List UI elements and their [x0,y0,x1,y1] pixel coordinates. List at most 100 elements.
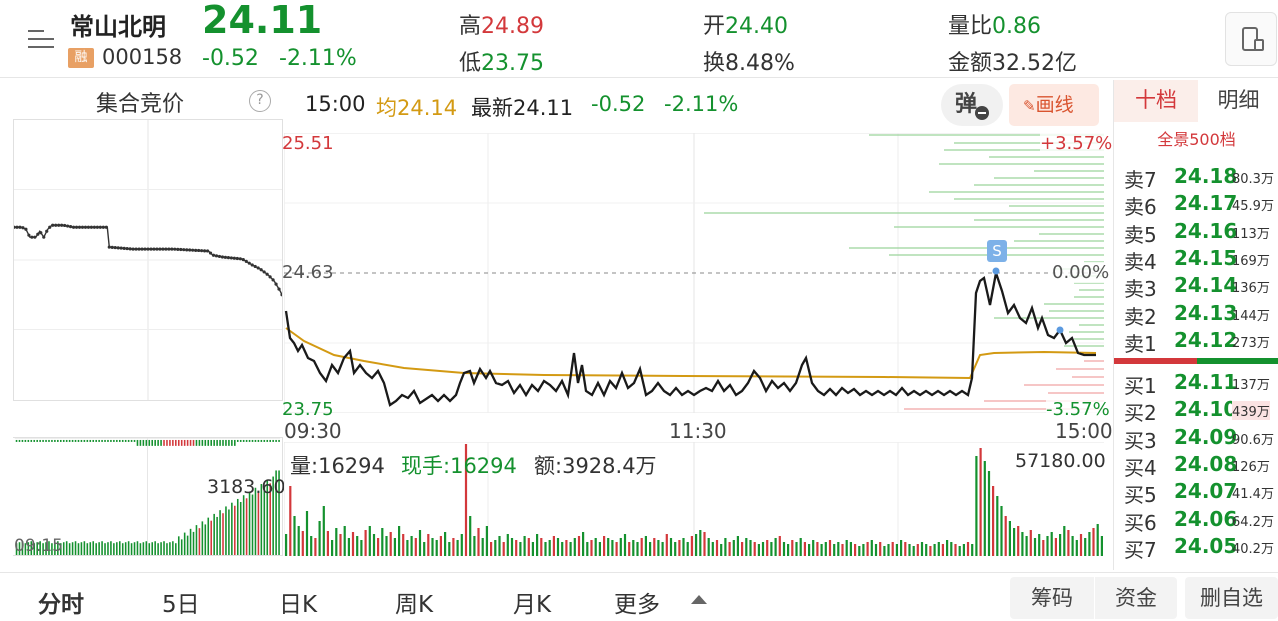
volume-bar [690,536,693,556]
auction-price-dot [194,248,198,252]
menu-icon[interactable] [26,26,56,52]
bid-level-price: 24.11 [1174,370,1238,394]
sell-signal-marker[interactable]: S [987,240,1007,262]
popup-toggle-button[interactable]: 弹 [941,84,1003,126]
auction-volume-bar [80,542,83,555]
ask-level-row[interactable]: 卖3 24.14 136万 [1122,273,1278,301]
bid-level-row[interactable]: 买4 24.08 126万 [1122,452,1278,480]
pencil-icon: ✎ [1023,97,1036,115]
ask-level-row[interactable]: 卖5 24.16 113万 [1122,219,1278,247]
volume-label: 量: [290,454,319,478]
tab-daily-k[interactable]: 日K [279,592,318,618]
auction-volume-bar [210,520,212,555]
bid-level-row[interactable]: 买2 24.10 439万 [1122,397,1278,425]
stock-name: 常山北明 [70,13,166,41]
tab-weekly-k[interactable]: 周K [395,592,434,618]
volume-bar [745,538,748,556]
volume-bar [992,486,995,556]
bid-level-row[interactable]: 买3 24.09 90.6万 [1122,425,1278,453]
landscape-toggle-button[interactable] [1225,12,1277,66]
auction-imbalance-bar [24,439,27,442]
volume-bar [523,536,526,556]
auction-price-dot [280,293,282,297]
volume-bar [368,526,371,556]
draw-line-button[interactable]: ✎画线 [1009,84,1099,126]
ask-level-row[interactable]: 卖7 24.18 80.3万 [1122,164,1278,192]
auction-price-dot [92,225,96,229]
auction-imbalance-bar [104,439,106,442]
auction-imbalance-bar [189,439,192,446]
volume-bar [862,544,865,556]
volume-bar [665,534,668,556]
volume-bar [293,516,296,556]
turnover-amount-label: 额: [534,454,563,478]
auction-volume-bar [204,524,207,555]
auction-volume-bar [272,476,274,555]
auction-price-dot [247,261,251,265]
x-axis-start: 09:30 [284,419,342,443]
chips-button[interactable]: 筹码 [1010,577,1094,619]
volume-bar [715,540,719,556]
ask-level-row[interactable]: 卖1 24.12 273万 [1122,328,1278,356]
auction-volume-bar [124,542,127,555]
volume-bar [582,532,585,556]
volume-bar [623,534,627,556]
auction-price-dot [42,235,46,239]
bid-level-row[interactable]: 买5 24.07 41.4万 [1122,479,1278,507]
volume-bar [494,540,497,556]
auction-volume-bar [236,498,239,555]
bid-level-row[interactable]: 买7 24.05 40.2万 [1122,534,1278,562]
turnover-amount-value: 3928.4万 [562,454,657,478]
volume-bar [310,536,313,556]
auction-price-dot [107,245,111,249]
ask-level-row[interactable]: 卖2 24.13 144万 [1122,301,1278,329]
volume-bar [456,540,459,556]
volume-bar [1025,536,1028,556]
auction-price-dot [197,248,201,253]
auction-price-dot [146,247,150,251]
bid-level-row[interactable]: 买6 24.06 64.2万 [1122,507,1278,535]
auction-price-dot [155,247,159,251]
volume-bar [343,526,346,556]
tab-detail[interactable]: 明细 [1198,80,1278,122]
auction-imbalance-bar [110,439,112,442]
open-stat: 开24.40 [703,8,788,40]
volume-bar [506,534,509,556]
auction-price-dot [74,225,79,229]
help-icon[interactable]: ? [249,90,271,112]
volume-value: 16294 [318,454,385,478]
volume-bar [887,544,890,556]
tab-5day[interactable]: 5日 [162,592,200,618]
auction-volume-bar [133,542,136,555]
remove-watchlist-button[interactable]: 删自选 [1185,577,1278,619]
volume-bar [594,538,597,556]
auction-price-dot [80,225,85,229]
tab-ten-levels[interactable]: 十档 [1114,80,1198,122]
auction-imbalance-bar [166,439,168,446]
auction-imbalance-bar [272,439,274,442]
volume-bar [682,538,685,556]
bid-level-price: 24.10 [1174,397,1238,422]
auction-imbalance-bar [116,439,118,442]
bid-level-volume: 90.6万 [1232,432,1274,448]
volume-bar [410,536,413,556]
volume-bar [439,536,442,556]
tab-more[interactable]: 更多 [614,592,660,618]
auction-imbalance-bar [145,439,148,446]
ask-level-row[interactable]: 卖4 24.15 169万 [1122,246,1278,274]
cursor-time: 15:00 [305,92,366,116]
auction-price-dot [128,247,132,251]
full-depth-link[interactable]: 全景500档 [1114,126,1278,150]
caret-up-icon[interactable] [690,593,708,605]
bid-level-row[interactable]: 买1 24.11 137万 [1122,370,1278,398]
volume-bar [577,536,581,556]
tab-intraday[interactable]: 分时 [38,592,84,618]
amount-stat: 金额32.52亿 [948,45,1077,77]
auction-price-dot [262,270,266,274]
ask-level-row[interactable]: 卖6 24.17 45.9万 [1122,191,1278,219]
funds-button[interactable]: 资金 [1095,577,1177,619]
volume-bar [950,542,953,556]
volume-bar [540,538,543,556]
volume-ratio-label: 量比 [948,14,993,39]
tab-monthly-k[interactable]: 月K [513,592,552,618]
